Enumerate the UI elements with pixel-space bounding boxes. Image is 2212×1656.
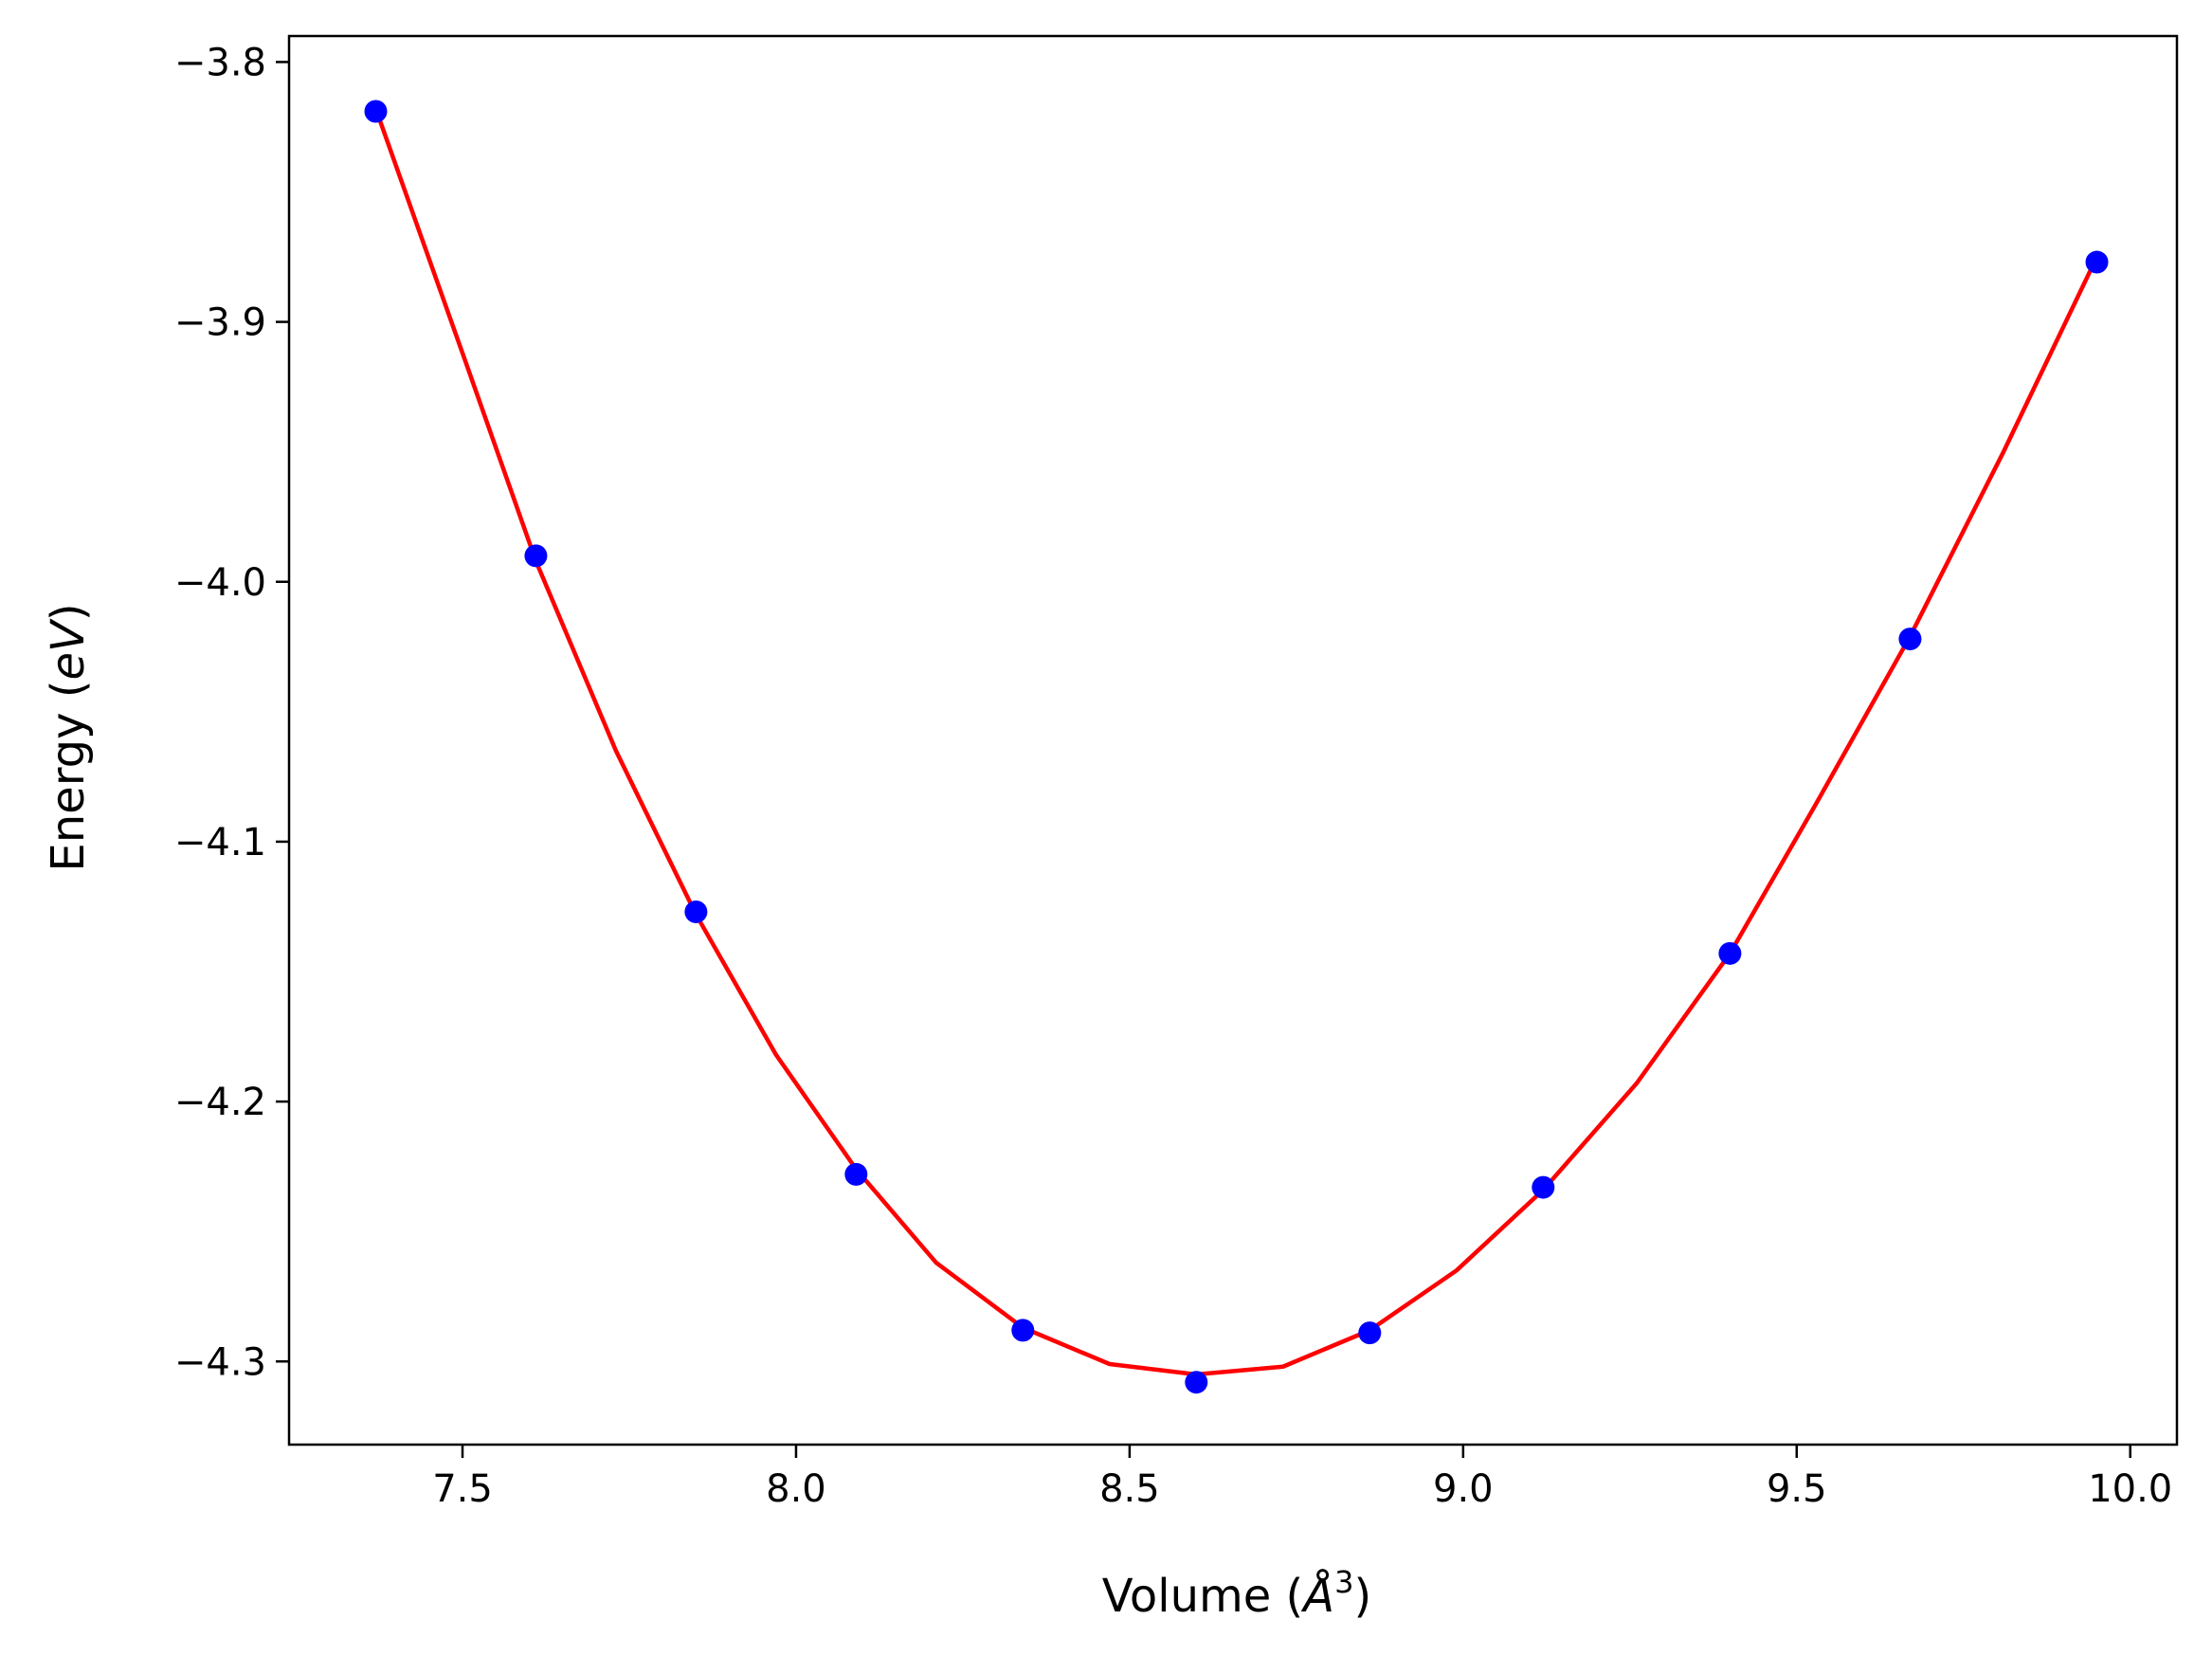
data-points [364, 100, 2109, 1394]
x-tick-label: 9.0 [1433, 1467, 1494, 1511]
x-tick-label: 8.0 [766, 1467, 826, 1511]
y-tick-label: −4.2 [174, 1081, 266, 1124]
data-point [1718, 941, 1742, 965]
y-tick-label: −3.9 [174, 301, 266, 345]
data-point [1011, 1319, 1035, 1342]
data-point [364, 100, 388, 123]
x-axis-ticks: 7.5 8.0 8.5 9.0 9.5 10.0 [432, 1445, 2172, 1511]
y-axis-ticks: −3.8 −3.9 −4.0 −4.1 −4.2 −4.3 [174, 41, 289, 1384]
data-point [1185, 1371, 1208, 1394]
data-point [1532, 1175, 1555, 1199]
y-tick-label: −4.1 [174, 821, 266, 864]
data-point [524, 544, 548, 568]
x-axis-label: Volume (Å3) [1102, 1564, 1371, 1623]
data-point [1358, 1321, 1382, 1345]
x-tick-label: 8.5 [1099, 1467, 1160, 1511]
x-axis-label-close: ) [1353, 1570, 1371, 1623]
x-tick-label: 7.5 [432, 1467, 493, 1511]
y-axis-label-text: Energy ( [42, 681, 95, 872]
y-tick-label: −3.8 [174, 41, 266, 84]
plot-area [289, 36, 2177, 1445]
data-point [2085, 250, 2109, 274]
y-axis-label-close: ) [42, 603, 95, 621]
x-axis-label-exponent: 3 [1334, 1564, 1353, 1600]
x-axis-label-unit: Å [1300, 1569, 1334, 1623]
data-point [844, 1162, 868, 1186]
y-axis-label: Energy (eV) [42, 603, 95, 871]
plot-frame [287, 34, 2179, 1447]
y-tick-label: −4.0 [174, 561, 266, 605]
x-axis-label-text: Volume ( [1102, 1570, 1304, 1623]
y-tick-label: −4.3 [174, 1340, 266, 1384]
y-axis-label-unit: eV [42, 618, 95, 681]
data-point [684, 900, 708, 923]
x-tick-label: 10.0 [2088, 1467, 2172, 1511]
data-point [1898, 628, 1922, 651]
x-tick-label: 9.5 [1767, 1467, 1827, 1511]
